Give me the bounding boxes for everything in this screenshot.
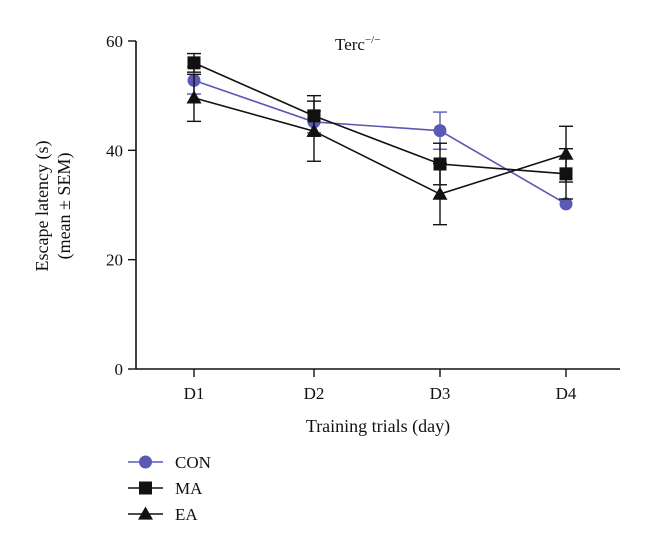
x-tick-label: D1 xyxy=(184,384,205,403)
legend-label: MA xyxy=(175,479,203,498)
annotation-base: Terc xyxy=(335,35,365,54)
x-tick-label: D2 xyxy=(304,384,325,403)
plot-area xyxy=(186,52,574,226)
y-axis-title-line1: Escape latency (s) xyxy=(32,141,53,272)
series-line-con xyxy=(193,79,567,205)
series-line-ea xyxy=(193,97,567,195)
data-point-ma xyxy=(187,56,201,70)
data-point-ea xyxy=(306,123,322,137)
series-con xyxy=(187,65,573,211)
legend-item-ma: MA xyxy=(128,479,203,498)
y-axis-title-line2: (mean ± SEM) xyxy=(54,153,75,260)
series-ea xyxy=(186,73,574,226)
data-point-ea xyxy=(432,186,448,200)
y-tick-label: 40 xyxy=(106,141,123,160)
data-point-con xyxy=(433,124,447,138)
legend-label: EA xyxy=(175,505,198,524)
axes: 0 20 40 60 D1 D2 D3 D4 xyxy=(106,32,620,403)
legend-marker-con xyxy=(139,455,152,469)
y-tick-label: 0 xyxy=(115,360,124,379)
y-tick-label: 20 xyxy=(106,251,123,270)
y-axis-title: Escape latency (s) (mean ± SEM) xyxy=(32,141,75,272)
data-point-ea xyxy=(558,146,574,160)
legend-label: CON xyxy=(175,453,211,472)
data-point-ea xyxy=(186,90,202,104)
legend-item-con: CON xyxy=(128,453,211,472)
annotation-superscript: −/− xyxy=(365,34,380,46)
chart-annotation: Terc−/− xyxy=(335,34,380,54)
legend-marker-ma xyxy=(139,481,152,495)
x-axis-title: Training trials (day) xyxy=(306,416,450,437)
legend: CON MA EA xyxy=(128,453,211,524)
legend-item-ea: EA xyxy=(128,505,198,524)
legend-marker-ea xyxy=(138,506,153,520)
x-tick-label: D4 xyxy=(556,384,577,403)
series-line-ma xyxy=(193,62,567,175)
x-tick-label: D3 xyxy=(430,384,451,403)
y-tick-label: 60 xyxy=(106,32,123,51)
data-point-con xyxy=(559,197,573,211)
